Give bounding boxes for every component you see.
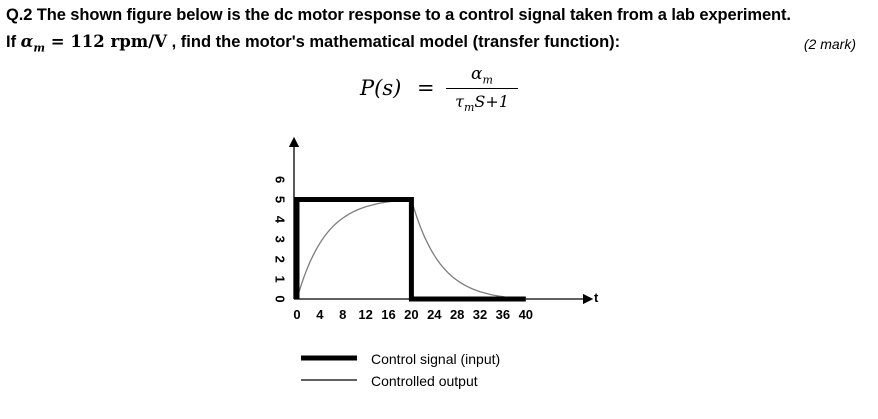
formula-lhs: P(s) — [360, 76, 402, 100]
alpha-value: = 112 rpm/V — [45, 32, 168, 51]
question-line1: Q.2 The shown figure below is the dc mot… — [6, 6, 791, 24]
x-tick-label: 24 — [427, 307, 442, 322]
fraction-bar — [446, 88, 518, 89]
question-line2: If αm = 112 rpm/V , find the motor's mat… — [6, 32, 620, 54]
y-tick-label: 3 — [273, 236, 288, 243]
y-tick-label: 6 — [273, 176, 288, 183]
formula-denominator: τmS+1 — [455, 92, 509, 115]
x-tick-label: 8 — [339, 307, 346, 322]
x-tick-label: 4 — [316, 307, 324, 322]
y-tick-label: 2 — [273, 256, 288, 263]
x-tick-label: 36 — [496, 307, 510, 322]
formula-equals: = — [417, 76, 435, 100]
y-tick-label: 5 — [273, 196, 288, 203]
legend-input-label: Control signal (input) — [371, 351, 500, 367]
x-tick-label: 20 — [404, 307, 418, 322]
x-axis-label: t — [594, 290, 599, 305]
marks-label: (2 mark) — [803, 36, 856, 52]
alpha-subscript: m — [33, 41, 46, 55]
question-prefix: If — [6, 33, 21, 51]
control-signal-series — [294, 197, 526, 302]
question-suffix: , find the motor's mathematical model (t… — [167, 33, 621, 51]
x-tick-labels: 0 4 8 12 16 20 24 28 32 36 40 — [293, 307, 533, 322]
y-tick-label: 1 — [273, 275, 288, 282]
x-tick-label: 40 — [519, 307, 533, 322]
y-tick-label: 0 — [273, 295, 288, 302]
x-tick-label: 16 — [381, 307, 395, 322]
x-tick-label: 0 — [293, 307, 300, 322]
alpha-symbol: α — [20, 32, 34, 51]
x-tick-label: 12 — [358, 307, 372, 322]
y-tick-labels: 0 1 2 3 4 5 6 — [273, 176, 288, 303]
formula-fraction: αm τmS+1 — [446, 64, 518, 114]
x-tick-label: 32 — [473, 307, 487, 322]
formula-numerator: αm — [471, 64, 493, 87]
legend-output-label: Controlled output — [371, 373, 478, 389]
y-tick-label: 4 — [273, 216, 288, 224]
x-tick-label: 28 — [450, 307, 464, 322]
